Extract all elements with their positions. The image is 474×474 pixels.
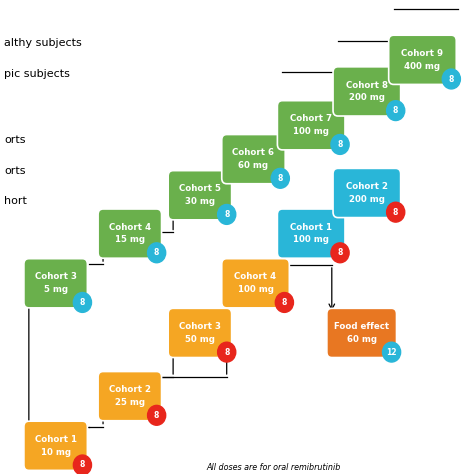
Text: 8: 8	[224, 347, 229, 356]
Text: All doses are for oral remibrutinib: All doses are for oral remibrutinib	[206, 463, 340, 472]
Text: 5 mg: 5 mg	[44, 285, 68, 294]
Text: Cohort 9: Cohort 9	[401, 49, 444, 58]
Text: 8: 8	[337, 248, 343, 257]
Text: 8: 8	[278, 174, 283, 183]
Circle shape	[331, 243, 349, 263]
FancyBboxPatch shape	[277, 209, 345, 258]
Text: 8: 8	[224, 210, 229, 219]
Text: Cohort 1: Cohort 1	[290, 223, 332, 232]
FancyBboxPatch shape	[222, 259, 289, 308]
Text: Food effect: Food effect	[334, 322, 389, 331]
FancyBboxPatch shape	[327, 308, 397, 357]
Text: althy subjects: althy subjects	[4, 38, 82, 48]
Circle shape	[218, 342, 236, 362]
FancyBboxPatch shape	[333, 168, 401, 218]
Text: 200 mg: 200 mg	[349, 93, 385, 102]
Circle shape	[73, 292, 91, 312]
Text: Cohort 2: Cohort 2	[109, 385, 151, 394]
Circle shape	[73, 455, 91, 474]
Text: Cohort 4: Cohort 4	[109, 223, 151, 232]
Circle shape	[442, 69, 460, 89]
Text: 100 mg: 100 mg	[293, 127, 329, 136]
FancyBboxPatch shape	[168, 308, 232, 357]
Text: Cohort 2: Cohort 2	[346, 182, 388, 191]
Circle shape	[147, 243, 166, 263]
Text: Cohort 3: Cohort 3	[35, 273, 77, 282]
Text: 8: 8	[80, 298, 85, 307]
Circle shape	[383, 342, 401, 362]
Text: Cohort 7: Cohort 7	[290, 114, 332, 123]
FancyBboxPatch shape	[24, 259, 87, 308]
Circle shape	[218, 204, 236, 224]
Circle shape	[387, 202, 405, 222]
FancyBboxPatch shape	[389, 35, 456, 84]
Text: 10 mg: 10 mg	[41, 447, 71, 456]
Text: 8: 8	[449, 74, 454, 83]
Circle shape	[271, 168, 289, 188]
Text: 8: 8	[80, 460, 85, 469]
FancyBboxPatch shape	[98, 209, 162, 258]
Circle shape	[147, 405, 166, 425]
Text: 8: 8	[393, 106, 398, 115]
Circle shape	[275, 292, 293, 312]
FancyBboxPatch shape	[24, 421, 87, 470]
Text: 60 mg: 60 mg	[238, 161, 268, 170]
Text: 8: 8	[154, 248, 159, 257]
Text: pic subjects: pic subjects	[4, 70, 70, 80]
FancyBboxPatch shape	[277, 100, 345, 150]
Text: 100 mg: 100 mg	[237, 285, 273, 294]
FancyBboxPatch shape	[222, 135, 285, 184]
Text: Cohort 4: Cohort 4	[235, 273, 277, 282]
FancyBboxPatch shape	[98, 372, 162, 421]
Text: hort: hort	[4, 196, 27, 206]
Text: 30 mg: 30 mg	[185, 197, 215, 206]
Text: Cohort 8: Cohort 8	[346, 81, 388, 90]
Text: 50 mg: 50 mg	[185, 335, 215, 344]
Text: Cohort 6: Cohort 6	[232, 148, 274, 157]
Text: 200 mg: 200 mg	[349, 195, 385, 204]
Text: 8: 8	[337, 140, 343, 149]
Circle shape	[331, 135, 349, 155]
FancyBboxPatch shape	[168, 171, 232, 220]
Text: Cohort 3: Cohort 3	[179, 322, 221, 331]
Text: 100 mg: 100 mg	[293, 236, 329, 245]
Text: 8: 8	[282, 298, 287, 307]
Text: orts: orts	[4, 165, 26, 176]
Text: 400 mg: 400 mg	[404, 62, 440, 71]
Text: orts: orts	[4, 135, 26, 145]
Text: 8: 8	[154, 411, 159, 420]
FancyBboxPatch shape	[333, 67, 401, 116]
Text: 8: 8	[393, 208, 398, 217]
Text: 25 mg: 25 mg	[115, 398, 145, 407]
Text: 60 mg: 60 mg	[346, 335, 377, 344]
Text: 15 mg: 15 mg	[115, 236, 145, 245]
Text: Cohort 5: Cohort 5	[179, 184, 221, 193]
Circle shape	[387, 100, 405, 120]
Text: Cohort 1: Cohort 1	[35, 435, 77, 444]
Text: 12: 12	[386, 347, 397, 356]
